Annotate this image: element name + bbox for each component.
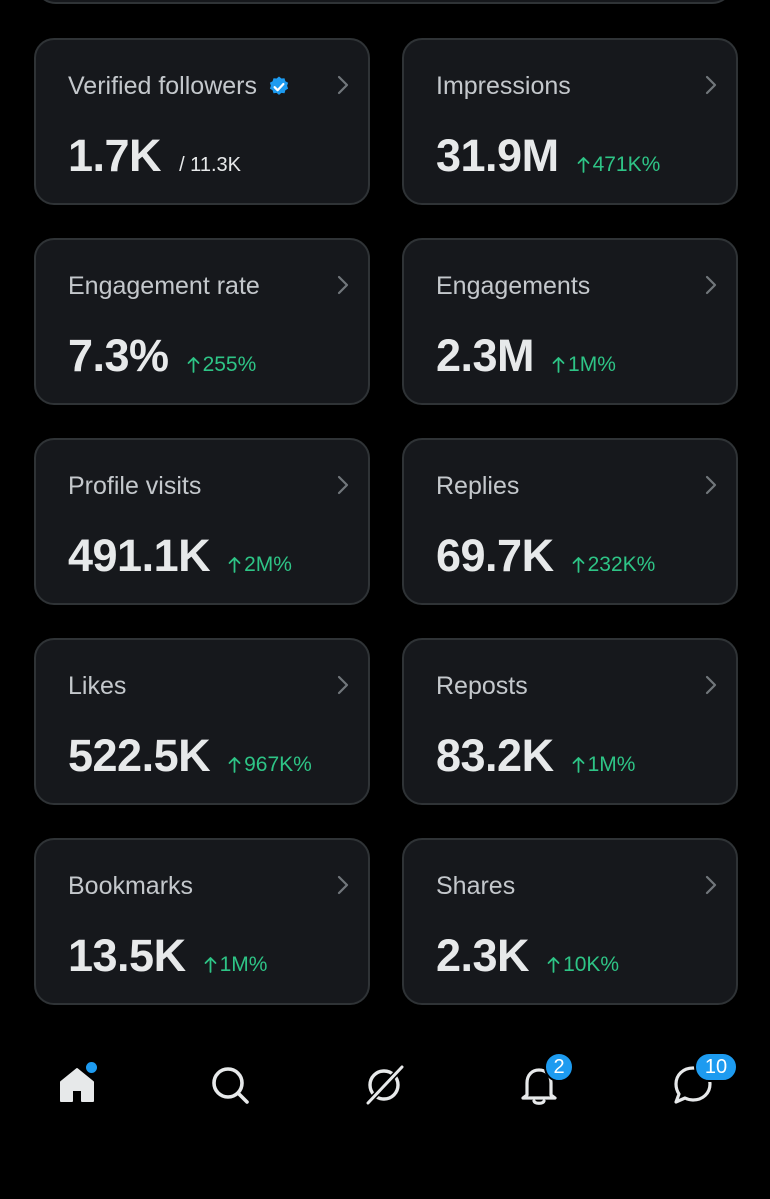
- stat-label-wrapper: Verified followers: [68, 72, 291, 101]
- stat-card-likes[interactable]: Likes 522.5K 967K%: [34, 638, 370, 805]
- nav-notifications[interactable]: 2: [514, 1052, 574, 1110]
- stat-change-value: 10K%: [563, 953, 620, 976]
- arrow-up-icon: [228, 757, 241, 773]
- stat-value: 13.5K: [68, 930, 186, 981]
- nav-search[interactable]: [205, 1060, 255, 1110]
- stat-change: 967K%: [228, 753, 312, 777]
- stat-label: Verified followers: [68, 72, 257, 100]
- home-unread-dot: [86, 1062, 97, 1073]
- chevron-right-icon: [337, 475, 349, 495]
- arrow-up-icon: [572, 757, 584, 773]
- stat-value: 7.3%: [68, 330, 169, 381]
- chevron-right-icon: [337, 75, 349, 95]
- chevron-right-icon: [705, 475, 717, 495]
- stat-change: 232K%: [572, 553, 656, 577]
- arrow-up-icon: [547, 957, 560, 973]
- stat-change: 471K%: [577, 153, 661, 177]
- stat-value: 491.1K: [68, 530, 211, 581]
- stat-label: Impressions: [436, 72, 571, 100]
- stat-change: 2M%: [228, 553, 292, 577]
- stat-value-row: 7.3% 255%: [68, 330, 256, 382]
- stat-label: Likes: [68, 672, 127, 700]
- search-icon: [212, 1067, 249, 1104]
- stat-change: 1M%: [552, 353, 616, 377]
- stat-change-value: 1M%: [568, 353, 616, 376]
- stat-label: Engagements: [436, 272, 591, 300]
- stat-change-value: 1M%: [587, 753, 636, 776]
- stat-change: 255%: [187, 353, 257, 377]
- arrow-up-icon: [228, 557, 241, 573]
- stat-value-row: 491.1K 2M%: [68, 530, 292, 582]
- arrow-up-icon: [577, 157, 589, 173]
- notifications-badge: 2: [544, 1052, 574, 1082]
- stat-change-value: 2M%: [244, 553, 292, 576]
- stat-card-reposts[interactable]: Reposts 83.2K 1M%: [402, 638, 738, 805]
- verified-badge-icon: [269, 76, 289, 95]
- stat-change-value: 967K%: [244, 753, 312, 776]
- stat-value-row: 13.5K 1M%: [68, 930, 267, 982]
- stat-value-row: 2.3K 10K%: [436, 930, 619, 982]
- stat-label: Replies: [436, 472, 520, 500]
- bottom-nav: 2 10: [0, 1040, 770, 1130]
- nav-home[interactable]: [52, 1060, 102, 1110]
- stat-value: 69.7K: [436, 530, 554, 581]
- stat-label: Engagement rate: [68, 272, 260, 300]
- chevron-right-icon: [705, 875, 717, 895]
- nav-grok[interactable]: [359, 1060, 409, 1110]
- stat-value-row: 522.5K 967K%: [68, 730, 312, 782]
- stat-change: 1M%: [572, 753, 636, 777]
- bell-icon: [521, 1068, 557, 1105]
- chevron-right-icon: [705, 275, 717, 295]
- previous-card-edge: [34, 0, 734, 4]
- nav-messages[interactable]: 10: [668, 1052, 738, 1110]
- arrow-up-icon: [572, 557, 584, 573]
- chevron-right-icon: [705, 675, 717, 695]
- stat-value: 1.7K: [68, 130, 162, 181]
- stat-change: 1M%: [204, 953, 268, 977]
- stat-change: 10K%: [547, 953, 619, 977]
- arrow-up-icon: [187, 357, 199, 373]
- grok-icon: [365, 1064, 405, 1106]
- stat-card-verified-followers[interactable]: Verified followers 1.7K / 11.3K: [34, 38, 370, 205]
- chevron-right-icon: [705, 75, 717, 95]
- stat-card-impressions[interactable]: Impressions 31.9M 471K%: [402, 38, 738, 205]
- messages-badge: 10: [694, 1052, 738, 1082]
- chevron-right-icon: [337, 275, 349, 295]
- home-icon: [60, 1068, 94, 1102]
- stat-value: 31.9M: [436, 130, 559, 181]
- arrow-up-icon: [552, 357, 565, 373]
- chevron-right-icon: [337, 675, 349, 695]
- stats-grid: Verified followers 1.7K / 11.3K Impressi…: [34, 38, 738, 1005]
- stat-value: 522.5K: [68, 730, 211, 781]
- stat-change-value: 255%: [202, 353, 257, 376]
- stat-value: 83.2K: [436, 730, 554, 781]
- stat-value-row: 31.9M 471K%: [436, 130, 660, 182]
- chevron-right-icon: [337, 875, 349, 895]
- stat-value-row: 69.7K 232K%: [436, 530, 655, 582]
- arrow-up-icon: [204, 957, 216, 973]
- stat-value: 2.3M: [436, 330, 535, 381]
- stat-card-replies[interactable]: Replies 69.7K 232K%: [402, 438, 738, 605]
- stat-label: Profile visits: [68, 472, 202, 500]
- stat-change-value: 471K%: [592, 153, 661, 176]
- stat-card-profile-visits[interactable]: Profile visits 491.1K 2M%: [34, 438, 370, 605]
- messages-icon: [674, 1066, 712, 1104]
- stat-card-engagement-rate[interactable]: Engagement rate 7.3% 255%: [34, 238, 370, 405]
- stat-card-engagements[interactable]: Engagements 2.3M 1M%: [402, 238, 738, 405]
- stat-value-row: 2.3M 1M%: [436, 330, 616, 382]
- stat-label: Bookmarks: [68, 872, 194, 900]
- stat-value-row: 1.7K / 11.3K: [68, 130, 241, 182]
- stat-card-bookmarks[interactable]: Bookmarks 13.5K 1M%: [34, 838, 370, 1005]
- stat-change-value: 1M%: [219, 953, 268, 976]
- stat-value-row: 83.2K 1M%: [436, 730, 635, 782]
- stat-label: Shares: [436, 872, 516, 900]
- stat-card-shares[interactable]: Shares 2.3K 10K%: [402, 838, 738, 1005]
- stat-value: 2.3K: [436, 930, 530, 981]
- stat-label: Reposts: [436, 672, 528, 700]
- stat-total: / 11.3K: [179, 154, 241, 176]
- stat-change-value: 232K%: [587, 553, 656, 576]
